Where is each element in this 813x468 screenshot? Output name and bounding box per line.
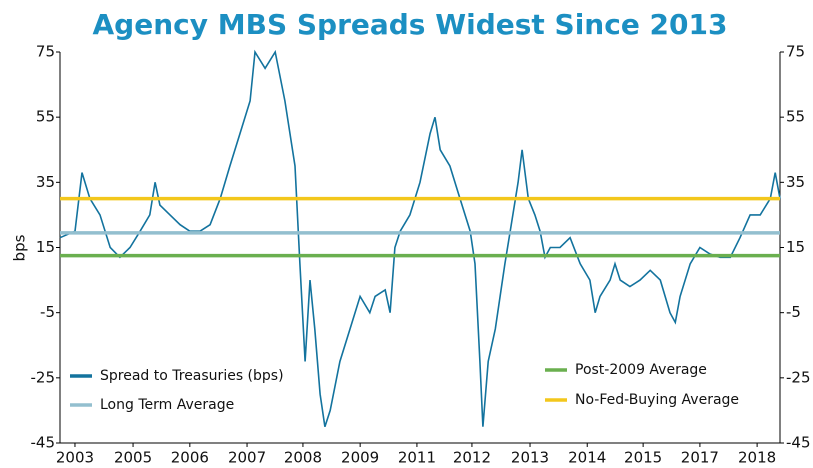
y2-tick-label: 55 bbox=[786, 108, 805, 126]
legend-label: Post-2009 Average bbox=[575, 362, 707, 378]
x-tick-label: 2006 bbox=[171, 449, 209, 467]
x-tick-label: 2018 bbox=[738, 449, 776, 467]
y2-tick-label: -25 bbox=[786, 368, 811, 386]
y2-tick-label: 15 bbox=[786, 238, 805, 256]
x-tick-label: 2015 bbox=[624, 449, 662, 467]
x-tick-label: 2013 bbox=[511, 449, 549, 467]
y2-tick-label: -5 bbox=[786, 303, 801, 321]
y-tick-label: 55 bbox=[36, 108, 55, 126]
x-tick-label: 2003 bbox=[56, 449, 94, 467]
y-tick-label: -25 bbox=[31, 368, 56, 386]
y-tick-label: 15 bbox=[36, 238, 55, 256]
y2-tick-label: -45 bbox=[786, 434, 811, 452]
x-tick-label: 2008 bbox=[284, 449, 322, 467]
x-tick-label: 2005 bbox=[114, 449, 152, 467]
x-tick-label: 2011 bbox=[398, 449, 436, 467]
y-tick-label: -5 bbox=[40, 303, 55, 321]
y2-tick-label: 75 bbox=[786, 43, 805, 61]
y-tick-label: 35 bbox=[36, 173, 55, 191]
x-tick-label: 2012 bbox=[453, 449, 491, 467]
series-line bbox=[59, 49, 781, 427]
y-tick-label: -45 bbox=[31, 434, 56, 452]
legend-label: Spread to Treasuries (bps) bbox=[100, 368, 284, 384]
x-tick-label: 2007 bbox=[228, 449, 266, 467]
x-tick-label: 2009 bbox=[341, 449, 379, 467]
x-tick-label: 2014 bbox=[568, 449, 606, 467]
legend-label: Long Term Average bbox=[100, 397, 234, 413]
y-tick-label: 75 bbox=[36, 43, 55, 61]
legend-label: No-Fed-Buying Average bbox=[575, 392, 739, 408]
chart-title: Agency MBS Spreads Widest Since 2013 bbox=[93, 8, 728, 41]
x-tick-label: 2017 bbox=[681, 449, 719, 467]
y2-tick-label: 35 bbox=[786, 173, 805, 191]
y-axis-label: bps bbox=[11, 234, 29, 261]
